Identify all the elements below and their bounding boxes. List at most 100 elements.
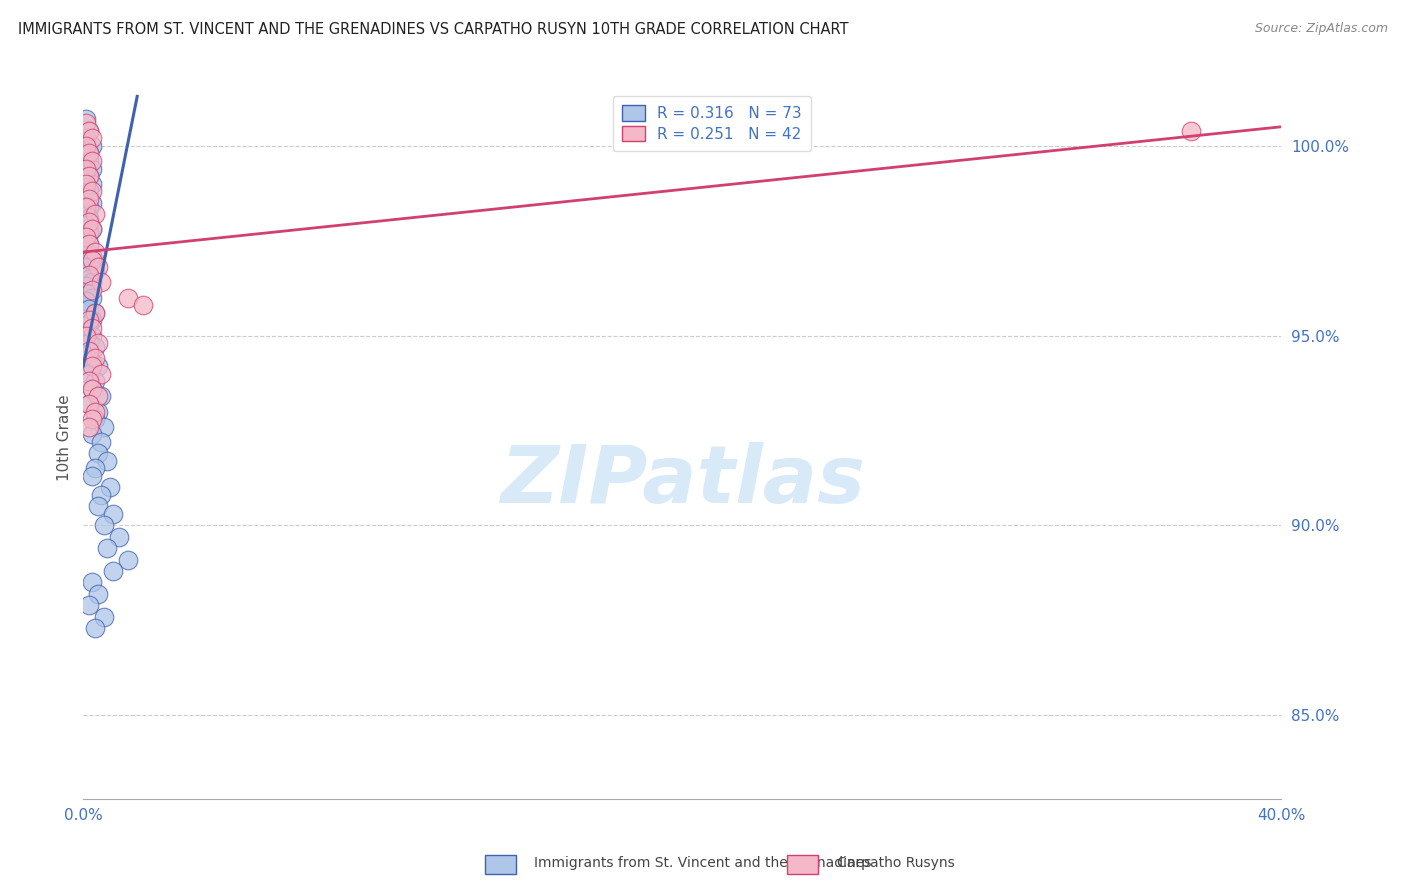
Point: [82, 469, 104, 483]
Point: [75, 325, 97, 339]
Point: [90, 434, 112, 449]
Point: [75, 234, 97, 248]
Point: [82, 138, 104, 153]
Point: [96, 454, 118, 468]
Point: [75, 131, 97, 145]
Point: [75, 116, 97, 130]
Point: [77, 397, 100, 411]
Point: [77, 184, 100, 198]
Point: [77, 237, 100, 252]
Point: [77, 123, 100, 137]
Legend: R = 0.316   N = 73, R = 0.251   N = 42: R = 0.316 N = 73, R = 0.251 N = 42: [613, 96, 811, 151]
Point: [84, 264, 107, 278]
Point: [117, 552, 139, 566]
Point: [82, 313, 104, 327]
Point: [75, 200, 97, 214]
Point: [117, 291, 139, 305]
Point: [77, 374, 100, 388]
Point: [75, 161, 97, 176]
Point: [87, 500, 110, 514]
Point: [77, 169, 100, 183]
Point: [75, 219, 97, 233]
Point: [77, 317, 100, 331]
Point: [77, 252, 100, 267]
Point: [77, 343, 100, 358]
Point: [84, 207, 107, 221]
Point: [82, 249, 104, 263]
Point: [75, 348, 97, 362]
Point: [84, 306, 107, 320]
Point: [84, 306, 107, 320]
Point: [77, 268, 100, 282]
Point: [84, 340, 107, 354]
Point: [82, 355, 104, 369]
Point: [82, 131, 104, 145]
Point: [77, 237, 100, 252]
Text: ZIPatlas: ZIPatlas: [499, 442, 865, 520]
Point: [82, 382, 104, 396]
Point: [82, 222, 104, 236]
Point: [82, 153, 104, 168]
Point: [82, 328, 104, 343]
Point: [77, 226, 100, 240]
Point: [90, 276, 112, 290]
Point: [87, 336, 110, 351]
Point: [82, 252, 104, 267]
Point: [75, 192, 97, 206]
Point: [75, 150, 97, 164]
Point: [77, 169, 100, 183]
Point: [82, 283, 104, 297]
Text: Carpatho Rusyns: Carpatho Rusyns: [837, 856, 955, 871]
Point: [77, 367, 100, 381]
Point: [77, 336, 100, 351]
Y-axis label: 10th Grade: 10th Grade: [58, 395, 72, 482]
Point: [98, 480, 121, 494]
Text: Immigrants from St. Vincent and the Grenadines: Immigrants from St. Vincent and the Gren…: [534, 856, 872, 871]
Point: [75, 207, 97, 221]
Point: [77, 123, 100, 137]
Point: [77, 146, 100, 161]
Point: [103, 564, 125, 578]
Point: [75, 260, 97, 275]
Point: [75, 245, 97, 260]
Point: [93, 609, 115, 624]
Point: [77, 286, 100, 301]
Point: [75, 230, 97, 244]
Point: [75, 294, 97, 309]
Point: [77, 271, 100, 285]
Point: [87, 260, 110, 275]
Point: [82, 321, 104, 335]
Point: [77, 200, 100, 214]
Point: [75, 328, 97, 343]
Point: [77, 598, 100, 612]
Point: [103, 507, 125, 521]
Point: [1180, 123, 1202, 137]
Point: [75, 112, 97, 127]
Point: [82, 427, 104, 442]
Point: [84, 461, 107, 475]
Point: [82, 291, 104, 305]
Point: [90, 367, 112, 381]
Point: [87, 389, 110, 403]
Text: IMMIGRANTS FROM ST. VINCENT AND THE GRENADINES VS CARPATHO RUSYN 10TH GRADE CORR: IMMIGRANTS FROM ST. VINCENT AND THE GREN…: [18, 22, 849, 37]
Point: [108, 530, 131, 544]
Point: [93, 419, 115, 434]
Point: [75, 138, 97, 153]
Point: [77, 146, 100, 161]
Point: [96, 541, 118, 556]
Point: [82, 161, 104, 176]
Point: [77, 192, 100, 206]
Point: [75, 165, 97, 179]
Point: [77, 215, 100, 229]
Point: [82, 222, 104, 236]
Point: [84, 412, 107, 426]
Point: [82, 382, 104, 396]
Text: Source: ZipAtlas.com: Source: ZipAtlas.com: [1254, 22, 1388, 36]
Point: [77, 397, 100, 411]
Point: [77, 153, 100, 168]
Point: [75, 279, 97, 293]
Point: [82, 184, 104, 198]
Point: [75, 180, 97, 194]
Point: [82, 412, 104, 426]
Point: [82, 195, 104, 210]
